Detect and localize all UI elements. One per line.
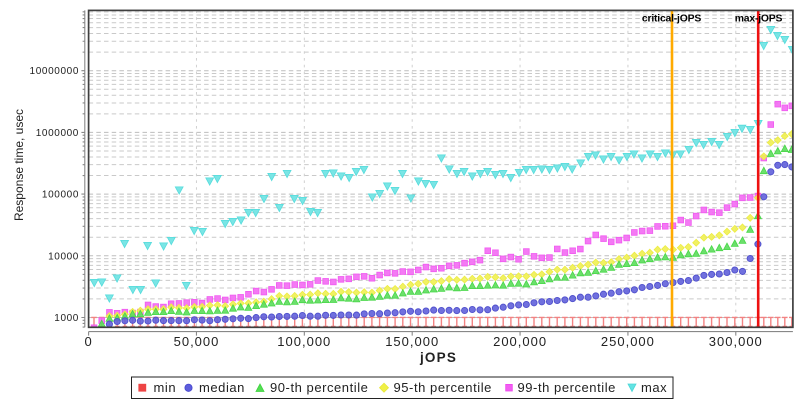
svg-text:99-th percentile: 99-th percentile xyxy=(518,380,616,395)
svg-text:100,000: 100,000 xyxy=(277,334,331,349)
svg-text:50,000: 50,000 xyxy=(174,334,220,349)
svg-text:300,000: 300,000 xyxy=(709,334,763,349)
svg-text:95-th percentile: 95-th percentile xyxy=(394,380,492,395)
svg-text:1000: 1000 xyxy=(54,313,79,324)
svg-text:0: 0 xyxy=(84,334,92,349)
svg-text:max: max xyxy=(641,380,667,395)
svg-text:Response time, usec: Response time, usec xyxy=(12,109,26,221)
svg-text:150,000: 150,000 xyxy=(385,334,439,349)
svg-text:10000000: 10000000 xyxy=(30,66,79,77)
svg-text:90-th percentile: 90-th percentile xyxy=(270,380,368,395)
svg-text:100000: 100000 xyxy=(42,190,79,201)
svg-text:max-jOPS: max-jOPS xyxy=(735,14,783,25)
svg-text:min: min xyxy=(154,380,177,395)
svg-text:median: median xyxy=(199,380,245,395)
svg-text:jOPS: jOPS xyxy=(419,350,457,365)
svg-text:200,000: 200,000 xyxy=(493,334,547,349)
svg-text:critical-jOPS: critical-jOPS xyxy=(642,14,701,25)
svg-text:250,000: 250,000 xyxy=(601,334,655,349)
svg-text:1000000: 1000000 xyxy=(36,128,79,139)
svg-text:10000: 10000 xyxy=(48,251,79,262)
